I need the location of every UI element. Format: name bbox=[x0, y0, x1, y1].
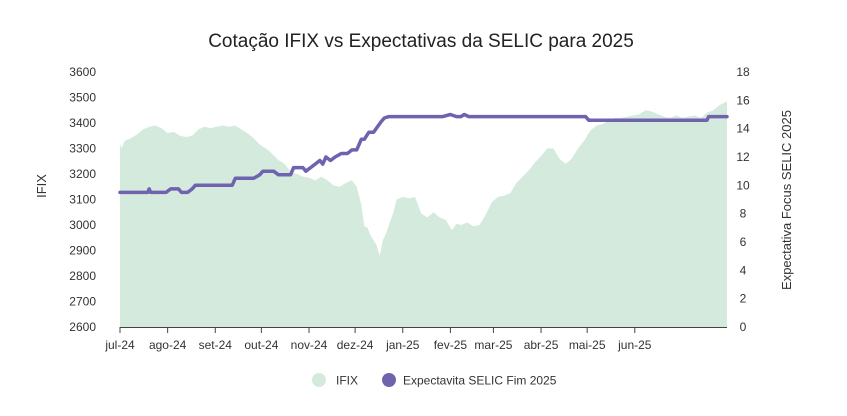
y-left-tick-label: 3600 bbox=[69, 65, 96, 79]
y-left-tick-label: 3100 bbox=[69, 193, 96, 207]
y-left-tick-label: 2700 bbox=[69, 295, 96, 309]
y-right-tick-label: 4 bbox=[740, 263, 747, 277]
ticks-layer: jul-24 ago-24 set-24 out-24 nov-24 dez-24 jan-… bbox=[69, 65, 750, 352]
y-left-tick-label: 2800 bbox=[69, 269, 96, 283]
x-tick-label: out-24 bbox=[244, 338, 278, 352]
y-left-tick-label: 3500 bbox=[69, 91, 96, 105]
legend-swatch-ifix bbox=[312, 373, 326, 387]
x-tick-label: fev-25 bbox=[434, 338, 468, 352]
x-tick-label: jan-25 bbox=[385, 338, 420, 352]
y-axis-right-label: Expectativa Focus SELIC 2025 bbox=[779, 110, 794, 290]
y-right-tick-label: 8 bbox=[740, 207, 747, 221]
x-tick-label: ago-24 bbox=[149, 338, 187, 352]
y-left-tick-label: 3200 bbox=[69, 167, 96, 181]
legend-swatch-selic bbox=[382, 373, 396, 387]
series-selic-line bbox=[118, 112, 729, 195]
legend-label-ifix: IFIX bbox=[336, 374, 358, 388]
x-tick-label: jul-24 bbox=[104, 338, 135, 352]
y-right-tick-label: 18 bbox=[736, 65, 750, 79]
x-tick-label: set-24 bbox=[199, 338, 233, 352]
y-right-tick-label: 10 bbox=[736, 178, 750, 192]
x-tick-label: mar-25 bbox=[474, 338, 512, 352]
y-right-tick-label: 14 bbox=[736, 122, 750, 136]
y-right-tick-label: 2 bbox=[740, 292, 747, 306]
y-left-tick-label: 2600 bbox=[69, 320, 96, 334]
x-tick-label: jun-25 bbox=[617, 338, 652, 352]
line-layer bbox=[118, 112, 729, 195]
y-left-tick-label: 3000 bbox=[69, 218, 96, 232]
y-right-tick-label: 6 bbox=[740, 235, 747, 249]
x-tick-label: dez-24 bbox=[337, 338, 374, 352]
legend: IFIX Expectavita SELIC Fim 2025 bbox=[312, 373, 557, 388]
x-tick-label: mai-25 bbox=[569, 338, 606, 352]
y-right-tick-label: 12 bbox=[736, 150, 750, 164]
y-left-tick-label: 2900 bbox=[69, 244, 96, 258]
area-layer bbox=[120, 101, 727, 327]
x-tick-label: abr-25 bbox=[524, 338, 559, 352]
y-axis-left-label: IFIX bbox=[34, 174, 49, 198]
y-right-tick-label: 16 bbox=[736, 93, 750, 107]
y-left-tick-label: 3300 bbox=[69, 142, 96, 156]
x-tick-label: nov-24 bbox=[291, 338, 328, 352]
legend-label-selic: Expectavita SELIC Fim 2025 bbox=[403, 374, 557, 388]
y-left-tick-label: 3400 bbox=[69, 116, 96, 130]
series-ifix-area bbox=[120, 101, 727, 327]
chart-title: Cotação IFIX vs Expectativas da SELIC pa… bbox=[208, 31, 634, 52]
y-right-tick-label: 0 bbox=[740, 320, 747, 334]
